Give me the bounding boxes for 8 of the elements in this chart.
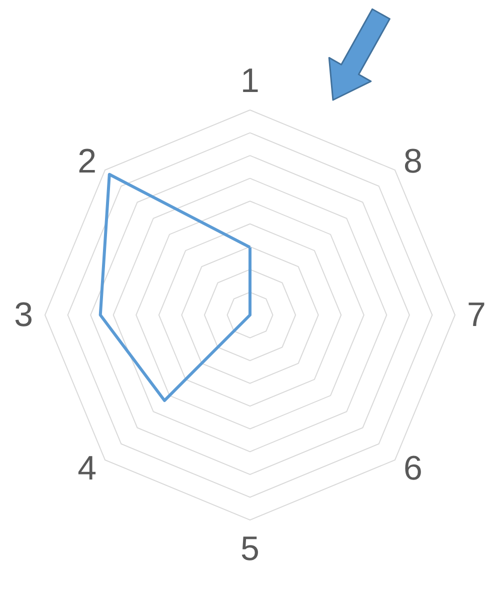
spoke-label: 5 <box>240 530 260 568</box>
spoke-label: 2 <box>78 142 97 181</box>
spoke-label: 6 <box>403 449 422 488</box>
spoke-label: 7 <box>467 296 486 334</box>
spoke-label: 3 <box>14 296 33 334</box>
spoke-label: 4 <box>78 449 97 488</box>
spoke-label: 8 <box>403 142 422 181</box>
spoke-label: 1 <box>240 62 260 100</box>
